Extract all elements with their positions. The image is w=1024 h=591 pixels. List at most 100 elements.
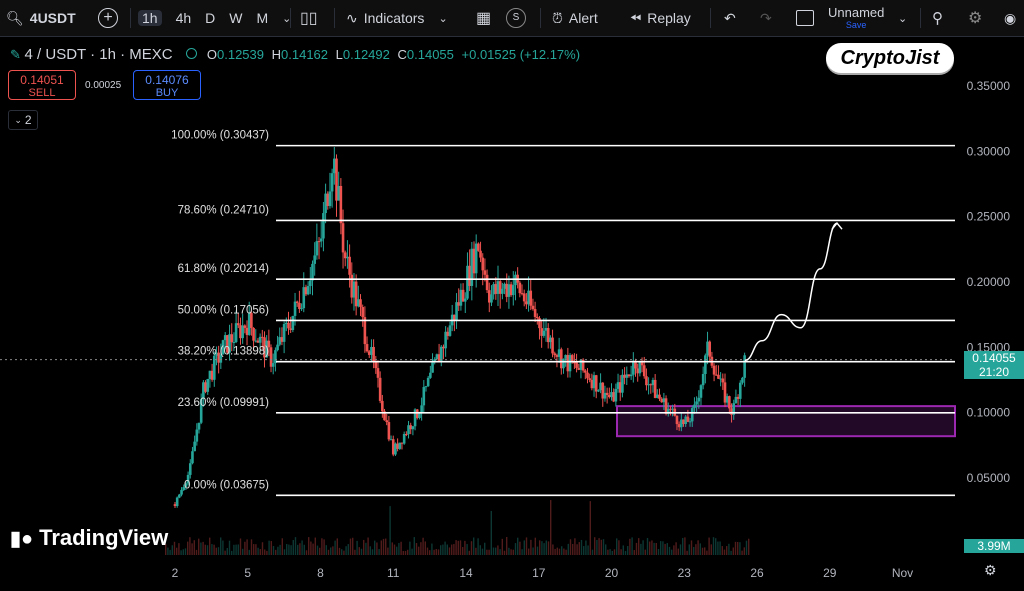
candle-body: [570, 355, 574, 363]
volume-bar: [446, 544, 448, 555]
chart-type-button[interactable]: ▯▯: [300, 0, 318, 36]
candle-body: [418, 413, 421, 418]
fib-level-label: 100.00% (0.30437): [171, 130, 269, 142]
volume-bar: [618, 540, 620, 555]
layout-name[interactable]: Unnamed Save: [828, 0, 884, 36]
candle-body: [706, 341, 709, 356]
candle-body: [212, 355, 216, 380]
camera-button[interactable]: ◉: [1004, 0, 1016, 36]
candle-body: [420, 405, 423, 414]
volume-bar: [495, 547, 497, 555]
candle-body: [236, 323, 240, 326]
volume-bar: [620, 549, 622, 555]
alarm-clock-icon: ⏰︎: [552, 9, 563, 26]
candle-body: [215, 352, 218, 356]
candle-body: [461, 289, 465, 302]
volume-bar: [710, 544, 712, 555]
candle-body: [175, 497, 179, 507]
volume-bar: [294, 537, 297, 555]
buy-button[interactable]: 0.14076 BUY: [133, 70, 201, 100]
volume-bar: [195, 549, 198, 555]
volume-bar: [193, 540, 195, 555]
tradingview-label: TradingView: [39, 525, 169, 550]
sell-button[interactable]: 0.14051 SELL: [8, 70, 76, 100]
volume-bar: [248, 549, 250, 555]
candle-body: [435, 354, 439, 360]
undo-button[interactable]: ↶: [724, 0, 736, 36]
candle-body: [592, 375, 596, 389]
candle-body: [684, 416, 688, 425]
volume-bar: [422, 537, 424, 555]
candle-body: [638, 361, 642, 374]
volume-bar: [481, 548, 484, 555]
settings-button[interactable]: ⚙︎: [968, 0, 982, 36]
time-axis-tick: 26: [750, 566, 764, 580]
candle-body: [538, 318, 541, 329]
volume-bar: [748, 538, 750, 555]
candle-body: [656, 394, 659, 398]
gear-icon[interactable]: ⚙︎: [984, 562, 997, 578]
volume-bar: [404, 550, 407, 555]
candle-body: [300, 308, 303, 310]
interval-1h[interactable]: 1h: [138, 10, 162, 26]
volume-bar: [336, 538, 338, 555]
indicator-collapse-button[interactable]: ⌄ 2: [8, 110, 38, 130]
s-button[interactable]: S: [506, 0, 526, 36]
candle-body: [697, 397, 701, 402]
candle-body: [485, 274, 489, 291]
candle-body: [627, 374, 631, 377]
interval-w[interactable]: W: [229, 10, 243, 26]
volume-bar: [701, 547, 704, 555]
candle-body: [263, 337, 266, 358]
indicators-button[interactable]: ∿ Indicators ⌄: [346, 0, 448, 36]
templates-button[interactable]: ▦: [476, 0, 491, 36]
candle-body: [350, 274, 354, 298]
candle-body: [699, 385, 703, 398]
replay-button[interactable]: ⏪︎ Replay: [630, 0, 691, 36]
price-axis-tick: 0.30000: [967, 144, 1011, 158]
volume-bar: [521, 549, 523, 555]
volume-bar: [358, 547, 360, 555]
alert-button[interactable]: ⏰︎ Alert: [552, 0, 598, 36]
candle-body: [206, 378, 210, 392]
interval-m[interactable]: M: [256, 10, 269, 26]
volume-bar: [275, 549, 277, 555]
volume-bar: [726, 546, 728, 555]
chevron-down-icon[interactable]: ⌄: [282, 12, 292, 25]
volume-bar: [684, 537, 686, 555]
symbol-search[interactable]: 🔍︎ 4USDT: [6, 0, 76, 36]
volume-bar: [605, 544, 607, 555]
volume-bar: [591, 549, 594, 555]
candle-body: [636, 368, 639, 374]
volume-bar: [688, 544, 690, 555]
candle-body: [544, 328, 548, 331]
volume-bar: [169, 549, 171, 555]
legend-dot: [186, 48, 198, 59]
candle-body: [649, 384, 653, 386]
candle-body: [426, 377, 430, 387]
volume-bar: [250, 539, 253, 555]
volume-bar: [708, 537, 710, 555]
interval-4h[interactable]: 4h: [175, 10, 192, 26]
volume-bar: [484, 542, 486, 555]
demand-zone-rect: [616, 405, 956, 438]
interval-d[interactable]: D: [205, 10, 216, 26]
quick-search-button[interactable]: ⚲︎: [932, 0, 943, 36]
candle-body: [553, 353, 557, 356]
volume-bar: [184, 548, 187, 555]
volume-bar: [576, 544, 578, 555]
legend-l-val: 0.12492: [342, 47, 390, 62]
volume-bar: [281, 538, 283, 555]
chart-canvas[interactable]: 0.35000 0.30000 0.25000 0.20000 0.15000 0.100…: [0, 37, 1024, 586]
chevron-down-icon[interactable]: ⌄: [898, 12, 908, 25]
add-symbol-button[interactable]: +: [98, 0, 118, 36]
redo-button[interactable]: ↷: [760, 0, 772, 36]
candle-body: [603, 392, 607, 399]
volume-bar: [492, 547, 495, 555]
volume-bar: [640, 543, 642, 555]
layout-button[interactable]: [796, 0, 814, 36]
candle-body: [182, 487, 186, 490]
candle-body: [247, 312, 251, 335]
candle-body: [295, 301, 299, 303]
volume-bar: [732, 547, 734, 555]
